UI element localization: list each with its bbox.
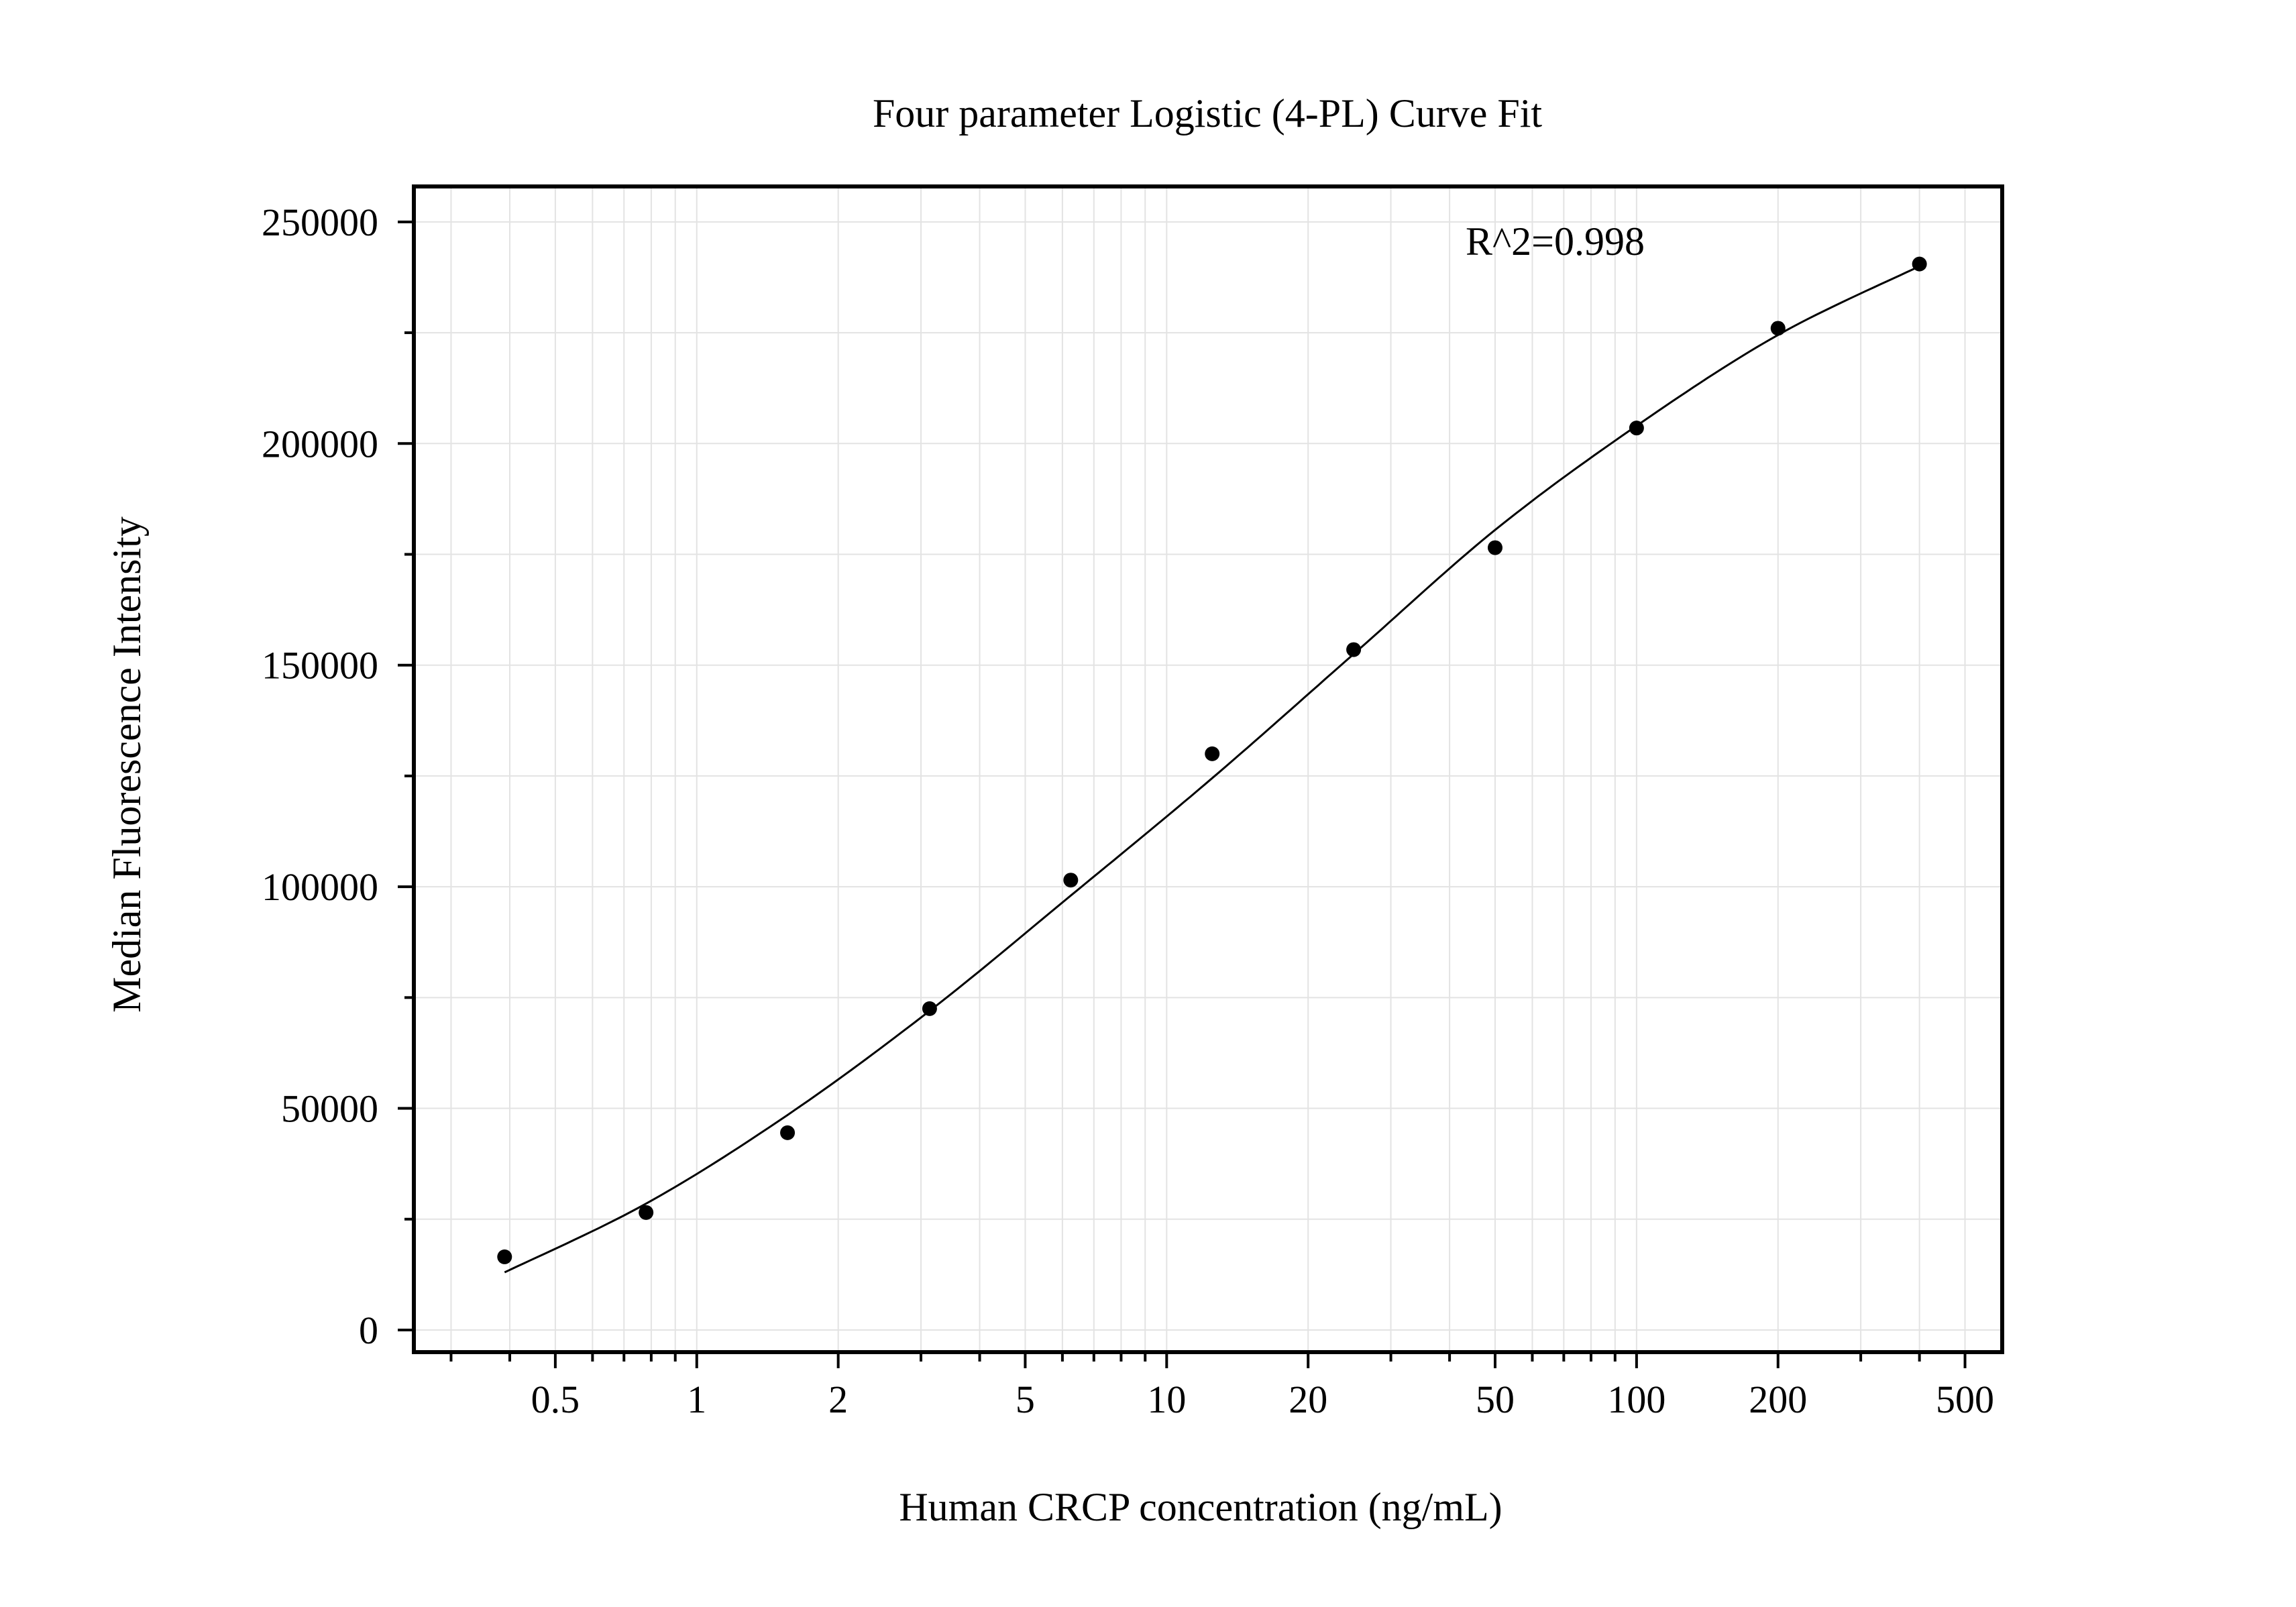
y-tick-label: 250000	[262, 201, 378, 244]
text-layer: Four parameter Logistic (4-PL) Curve Fit…	[105, 91, 1645, 1529]
fit-curve-line	[504, 265, 1920, 1274]
data-point	[1770, 321, 1786, 336]
points-layer	[497, 256, 1927, 1264]
data-point	[1629, 421, 1644, 436]
chart-title: Four parameter Logistic (4-PL) Curve Fit	[873, 91, 1542, 135]
r-squared-annotation: R^2=0.998	[1466, 219, 1645, 264]
x-tick-label: 200	[1749, 1378, 1807, 1421]
curve-layer	[504, 265, 1920, 1274]
data-point	[639, 1205, 654, 1220]
axes-layer: 0.5 1 2 5 10 20 50 100 200 500 0 50000 100000 150000 2…	[262, 184, 2004, 1421]
data-point	[1346, 642, 1362, 657]
x-tick-label: 2	[828, 1378, 848, 1421]
x-tick-label: 10	[1147, 1378, 1186, 1421]
x-tick-label: 5	[1016, 1378, 1035, 1421]
y-tick-label: 100000	[262, 865, 378, 909]
data-point	[1063, 873, 1079, 888]
x-tick-label: 0.5	[531, 1378, 580, 1421]
grid-layer	[414, 186, 2002, 1352]
y-tick-label: 50000	[281, 1087, 378, 1131]
data-point	[1912, 256, 1927, 272]
data-point	[1205, 746, 1220, 761]
data-point	[922, 1001, 937, 1016]
y-tick-label: 200000	[262, 422, 378, 465]
y-axis-label: Median Fluorescence Intensity	[105, 516, 149, 1013]
x-tick-label: 20	[1289, 1378, 1327, 1421]
x-tick-label: 1	[687, 1378, 706, 1421]
x-tick-label: 500	[1936, 1378, 1994, 1421]
plot-frame	[412, 184, 2004, 1354]
y-tick-label: 0	[359, 1309, 378, 1352]
data-point	[497, 1249, 512, 1264]
x-axis-label: Human CRCP concentration (ng/mL)	[899, 1485, 1502, 1529]
data-point	[1487, 540, 1502, 555]
data-point	[780, 1125, 796, 1140]
y-tick-label: 150000	[262, 644, 378, 687]
x-tick-label: 50	[1476, 1378, 1515, 1421]
x-tick-label: 100	[1607, 1378, 1665, 1421]
